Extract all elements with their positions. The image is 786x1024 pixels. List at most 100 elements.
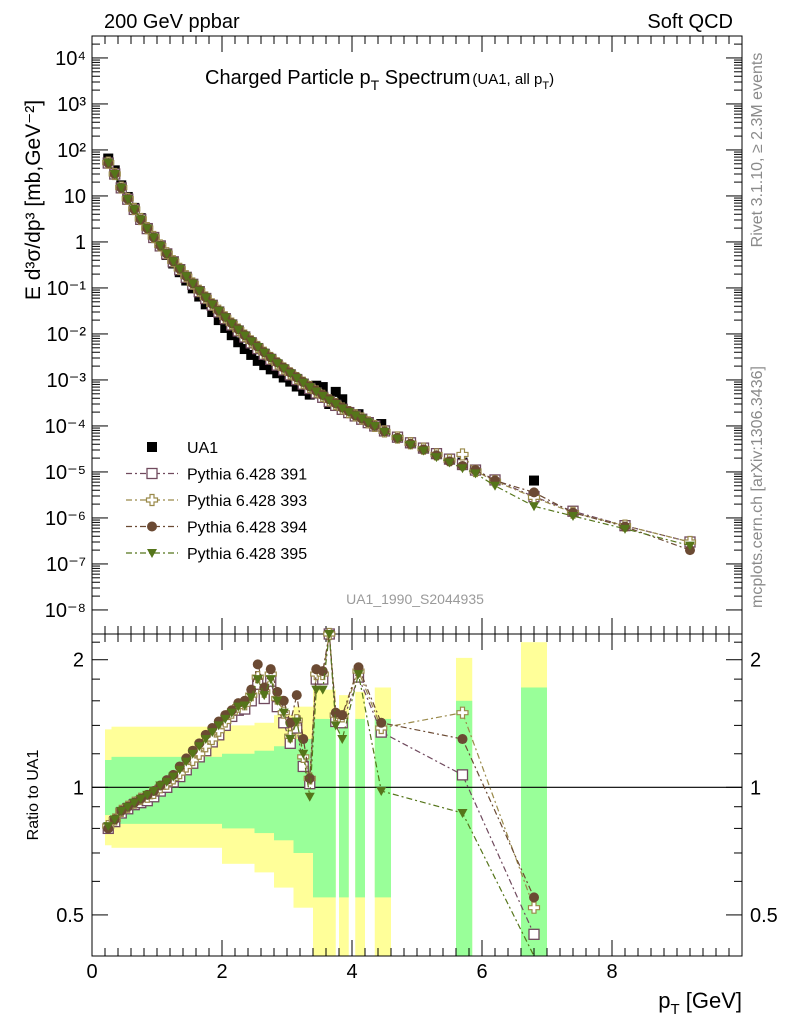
ratio-point — [457, 808, 468, 818]
inner-band — [355, 718, 365, 898]
data-point — [239, 331, 250, 341]
data-point — [350, 411, 361, 421]
data-point — [252, 355, 263, 366]
y-tick-label: 10⁻² — [47, 324, 87, 346]
y-tick-label: 10⁻⁷ — [46, 554, 86, 576]
data-point — [330, 386, 341, 397]
data-point — [324, 396, 335, 406]
ratio-point — [291, 690, 302, 701]
data-point — [161, 249, 172, 259]
ratio-panel: 0.5 0.5 1 1 2 2 0 2 4 6 8 Ratio to UA1 pT [GeV] — [25, 627, 778, 1018]
data-point — [330, 400, 341, 409]
ratio-y-tick-label: 2 — [73, 650, 84, 672]
data-point — [405, 440, 416, 450]
ratio-point — [376, 717, 387, 728]
data-point — [529, 475, 539, 486]
data-point — [200, 293, 211, 303]
ratio-point — [233, 702, 244, 712]
ratio-point — [529, 892, 539, 903]
data-point — [220, 322, 231, 333]
data-point — [369, 421, 380, 431]
title-note-sub: T — [542, 80, 549, 92]
data-point — [200, 299, 211, 310]
ratio-point — [200, 735, 211, 745]
spectrum-axis-ticks: 10⁻⁸ 10⁻⁷ 10⁻⁶ 10⁻⁵ 10⁻⁴ 10⁻³ 10⁻² 10⁻¹ 1 10 10² 10… — [45, 35, 743, 634]
x-tick-label: 0 — [86, 961, 97, 983]
data-point — [213, 315, 224, 326]
data-point — [470, 469, 481, 479]
y-tick-label: 10³ — [57, 94, 86, 116]
data-point — [265, 354, 276, 363]
ratio-point — [298, 749, 309, 759]
inner-band — [374, 718, 391, 898]
data-point — [103, 158, 114, 168]
x-tick-label: 4 — [346, 961, 357, 983]
ratio-uncertainty-bands — [105, 642, 547, 956]
data-point — [529, 502, 539, 512]
data-point — [207, 300, 218, 310]
data-point — [311, 387, 322, 397]
data-point — [285, 369, 296, 379]
data-point — [278, 364, 289, 374]
data-point — [304, 383, 315, 393]
data-point — [272, 368, 283, 379]
ratio-point — [187, 749, 198, 759]
legend-label: Pythia 6.428 395 — [187, 546, 307, 563]
ratio-axis-ticks: 0.5 0.5 1 1 2 2 0 2 4 6 8 — [56, 634, 778, 983]
ratio-point — [129, 798, 140, 808]
data-point — [233, 337, 244, 348]
spectrum-panel: 10⁻⁸ 10⁻⁷ 10⁻⁶ 10⁻⁵ 10⁻⁴ 10⁻³ 10⁻² 10⁻¹ 1 10 10² 10… — [22, 35, 743, 635]
series-line — [107, 162, 691, 543]
ratio-y-tick-label-right: 0.5 — [750, 905, 778, 927]
legend-label: UA1 — [187, 440, 218, 457]
y-tick-label: 10⁻⁸ — [45, 600, 86, 622]
legend-marker — [147, 521, 157, 532]
y-tick-label: 1 — [75, 232, 86, 254]
ratio-point — [324, 630, 335, 639]
ratio-point — [252, 659, 263, 670]
data-point — [392, 434, 403, 444]
data-point — [239, 344, 250, 355]
data-point — [431, 453, 442, 463]
rivet-label: Rivet 3.1.10, ≥ 2.3M events — [749, 53, 766, 248]
series-line — [107, 162, 691, 547]
data-point — [291, 381, 302, 392]
ratio-point — [194, 742, 205, 752]
ratio-point — [116, 806, 127, 816]
legend-label: Pythia 6.428 394 — [187, 520, 307, 537]
data-point — [207, 307, 218, 317]
data-point — [142, 224, 153, 234]
ratio-point — [155, 781, 166, 791]
legend: UA1 Pythia 6.428 391 Pythia 6.428 393 Pythi… — [126, 440, 307, 563]
legend-marker — [146, 467, 158, 480]
data-point — [337, 404, 348, 414]
data-point — [620, 524, 630, 534]
inner-band — [313, 718, 336, 898]
source-label: mcplots.cern.ch [arXiv:1306.3436] — [749, 366, 766, 608]
ratio-point — [311, 685, 322, 695]
data-point — [285, 376, 296, 387]
x-axis-label: pT [GeV] — [658, 988, 742, 1018]
data-point — [685, 541, 695, 551]
x-label-unit: [GeV] — [680, 988, 742, 1013]
ratio-point — [122, 802, 133, 812]
ratio-point — [285, 717, 296, 728]
data-point — [226, 330, 237, 341]
ratio-point — [226, 708, 237, 718]
data-point — [337, 394, 348, 405]
spectrum-data-marks — [102, 153, 697, 556]
data-point — [259, 348, 270, 358]
ratio-point — [291, 717, 302, 727]
data-point — [155, 241, 166, 251]
ratio-y-tick-label-right: 2 — [750, 650, 761, 672]
data-point — [278, 372, 289, 383]
ratio-point — [148, 787, 159, 797]
series-line — [107, 162, 691, 543]
legend-marker — [147, 442, 157, 452]
title-sub: T — [371, 77, 380, 93]
ratio-point — [456, 706, 469, 719]
legend-marker — [145, 493, 159, 507]
ratio-point — [304, 792, 315, 802]
ratio-point — [353, 670, 364, 680]
legend-marker — [147, 549, 157, 558]
